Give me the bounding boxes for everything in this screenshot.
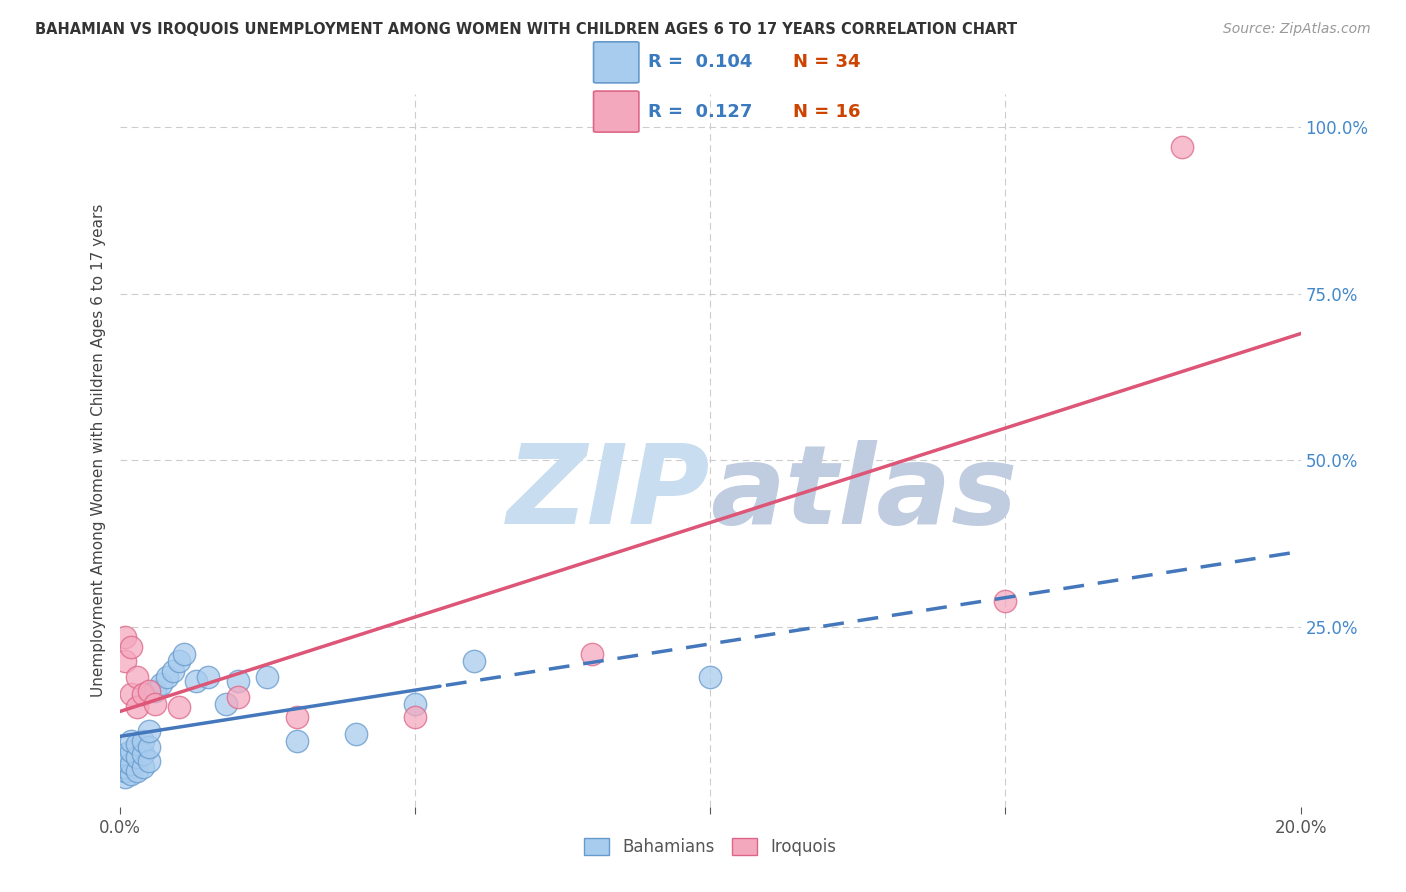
Point [132, 760, 155, 774]
Point [463, 654, 485, 668]
Point [120, 640, 142, 655]
Point [167, 700, 190, 714]
Text: R =  0.127: R = 0.127 [648, 103, 752, 120]
Point [114, 770, 136, 784]
Point [120, 756, 142, 771]
Point [226, 690, 249, 705]
Point [138, 683, 160, 698]
Point [127, 700, 149, 714]
Point [114, 747, 136, 761]
Point [994, 593, 1017, 607]
Point [215, 697, 238, 711]
Text: Source: ZipAtlas.com: Source: ZipAtlas.com [1223, 22, 1371, 37]
Point [143, 697, 166, 711]
Point [699, 670, 721, 684]
Point [138, 723, 160, 738]
Point [132, 747, 155, 761]
FancyBboxPatch shape [593, 91, 638, 132]
Point [404, 697, 426, 711]
Point [344, 727, 367, 741]
FancyBboxPatch shape [593, 42, 638, 83]
Point [226, 673, 249, 688]
Point [149, 677, 172, 691]
Text: ZIP: ZIP [506, 440, 710, 547]
Point [127, 670, 149, 684]
Point [186, 673, 208, 688]
Point [120, 767, 142, 781]
Point [138, 740, 160, 755]
Point [197, 670, 219, 684]
Point [114, 630, 136, 644]
Text: N = 34: N = 34 [793, 54, 860, 71]
Point [127, 764, 149, 778]
Point [404, 710, 426, 724]
Point [285, 710, 308, 724]
Y-axis label: Unemployment Among Women with Children Ages 6 to 17 years: Unemployment Among Women with Children A… [90, 203, 105, 698]
Point [127, 750, 149, 764]
Point [256, 670, 278, 684]
Point [114, 754, 136, 768]
Text: N = 16: N = 16 [793, 103, 860, 120]
Point [138, 754, 160, 768]
Point [162, 664, 184, 678]
Point [1171, 140, 1194, 154]
Point [173, 647, 195, 661]
Point [114, 654, 136, 668]
Point [132, 687, 155, 701]
Point [143, 683, 166, 698]
Point [127, 737, 149, 751]
Point [581, 647, 603, 661]
Text: atlas: atlas [710, 440, 1018, 547]
Point [114, 764, 136, 778]
Point [167, 654, 190, 668]
Point [132, 733, 155, 747]
Point [120, 733, 142, 747]
Text: BAHAMIAN VS IROQUOIS UNEMPLOYMENT AMONG WOMEN WITH CHILDREN AGES 6 TO 17 YEARS C: BAHAMIAN VS IROQUOIS UNEMPLOYMENT AMONG … [35, 22, 1018, 37]
Point [120, 687, 142, 701]
Point [285, 733, 308, 747]
Legend: Bahamians, Iroquois: Bahamians, Iroquois [578, 831, 842, 863]
Point [120, 743, 142, 757]
Text: R =  0.104: R = 0.104 [648, 54, 752, 71]
Point [156, 670, 179, 684]
Point [114, 760, 136, 774]
